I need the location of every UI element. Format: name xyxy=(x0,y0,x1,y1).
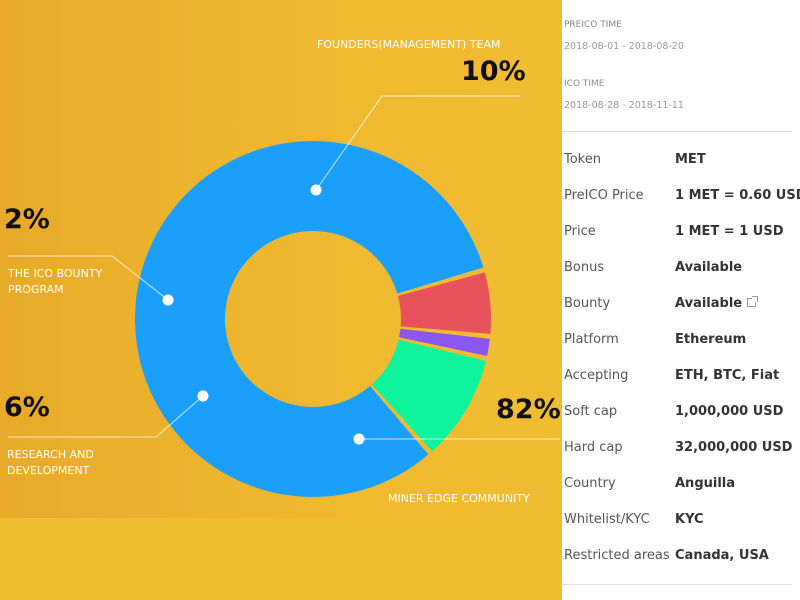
research-percent: 6% xyxy=(4,392,50,423)
detail-row-bonus: Bonus Available xyxy=(564,251,800,287)
detail-key: Bonus xyxy=(564,260,605,275)
detail-value: 1 MET = 0.60 USD xyxy=(675,188,800,203)
detail-value: 1 MET = 1 USD xyxy=(675,224,784,239)
preico-time-dates: 2018-08-01 - 2018-08-20 xyxy=(564,41,684,52)
ico-time-dates: 2018-08-28 - 2018-11-11 xyxy=(564,100,684,111)
detail-row-price: Price 1 MET = 1 USD xyxy=(564,215,800,251)
detail-key: Hard cap xyxy=(564,440,623,455)
detail-row-accepting: Accepting ETH, BTC, Fiat xyxy=(564,359,800,395)
detail-value: Ethereum xyxy=(675,332,747,347)
founders-percent: 10% xyxy=(461,56,526,87)
donut-chart xyxy=(8,95,520,497)
detail-row-token: Token MET xyxy=(564,143,800,179)
bounty-slice xyxy=(399,328,490,357)
founders-label: FOUNDERS(MANAGEMENT) TEAM xyxy=(317,38,501,51)
details-top-divider xyxy=(562,131,792,132)
detail-value: 32,000,000 USD xyxy=(675,440,793,455)
panel-bottom-strip xyxy=(0,518,562,600)
detail-key: Bounty xyxy=(564,296,611,311)
founders-leader-line xyxy=(315,95,520,191)
detail-value: ETH, BTC, Fiat xyxy=(675,368,780,383)
bounty-leader-line xyxy=(8,255,169,301)
bounty-percent: 2% xyxy=(4,204,50,235)
detail-value: Available xyxy=(675,260,743,275)
detail-key: PreICO Price xyxy=(564,188,644,203)
detail-row-whitelist-kyc: Whitelist/KYC KYC xyxy=(564,503,800,539)
bounty-link[interactable]: Available xyxy=(675,296,759,311)
detail-key: Soft cap xyxy=(564,404,618,419)
detail-row-restricted-areas: Restricted areas Canada, USA xyxy=(564,539,800,575)
research-slice xyxy=(397,272,491,334)
detail-key: Country xyxy=(564,476,616,491)
detail-row-soft-cap: Soft cap 1,000,000 USD xyxy=(564,395,800,431)
detail-row-preico-price: PreICO Price 1 MET = 0.60 USD xyxy=(564,179,800,215)
founders-slice xyxy=(371,339,487,452)
detail-value: KYC xyxy=(675,512,704,527)
miner-leader-dot xyxy=(353,433,365,445)
detail-key: Token xyxy=(564,152,601,167)
detail-value: 1,000,000 USD xyxy=(675,404,784,419)
detail-value: Canada, USA xyxy=(675,548,769,563)
external-link-icon[interactable] xyxy=(747,296,759,307)
detail-key: Accepting xyxy=(564,368,629,383)
detail-key: Platform xyxy=(564,332,619,347)
founders-leader-dot xyxy=(310,184,322,196)
detail-value: MET xyxy=(675,152,706,167)
bounty-label-line1: THE ICO BOUNTY xyxy=(8,267,103,280)
detail-row-platform: Platform Ethereum xyxy=(564,323,800,359)
miner-label: MINER EDGE COMMUNITY xyxy=(388,492,530,505)
token-distribution-panel: 10% FOUNDERS(MANAGEMENT) TEAM 2% THE ICO… xyxy=(0,0,562,600)
detail-row-bounty: Bounty Available xyxy=(564,287,800,323)
research-label-line2: DEVELOPMENT xyxy=(7,464,90,477)
detail-row-hard-cap: Hard cap 32,000,000 USD xyxy=(564,431,800,467)
detail-value: Anguilla xyxy=(675,476,736,491)
detail-key: Restricted areas xyxy=(564,548,670,563)
detail-row-country: Country Anguilla xyxy=(564,467,800,503)
detail-key: Whitelist/KYC xyxy=(564,512,650,527)
preico-time-label: PREICO TIME xyxy=(564,20,622,30)
research-leader-line xyxy=(8,395,204,438)
detail-key: Price xyxy=(564,224,596,239)
research-label-line1: RESEARCH AND xyxy=(7,448,94,461)
ico-details-panel: PREICO TIME 2018-08-01 - 2018-08-20 ICO … xyxy=(562,0,800,600)
bounty-leader-dot xyxy=(162,294,174,306)
miner-slice xyxy=(135,141,484,497)
miner-percent: 82% xyxy=(496,394,561,425)
research-leader-dot xyxy=(197,390,209,402)
ico-time-label: ICO TIME xyxy=(564,79,605,89)
details-bottom-divider xyxy=(562,584,792,585)
detail-value[interactable]: Available xyxy=(675,296,743,311)
bounty-label-line2: PROGRAM xyxy=(8,283,64,296)
